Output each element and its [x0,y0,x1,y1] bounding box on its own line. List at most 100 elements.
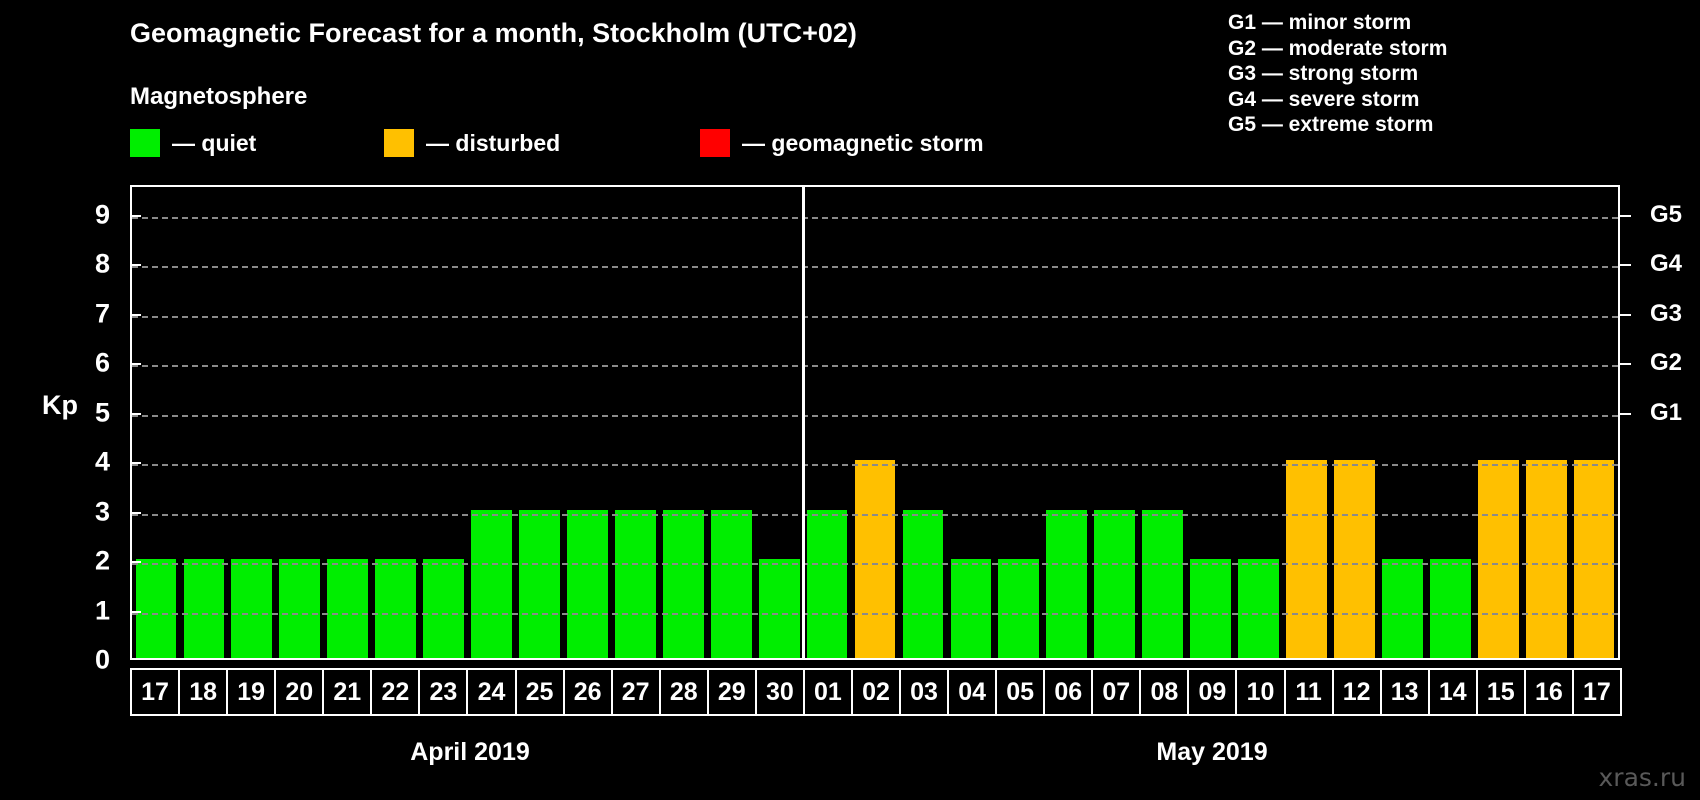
bar-may-09[interactable] [1190,559,1231,658]
date-cell-april-22[interactable]: 22 [370,668,421,716]
bar-april-29[interactable] [710,509,752,658]
date-cell-may-09[interactable]: 09 [1187,668,1238,716]
g-tick-mark-G3 [1620,313,1631,316]
date-cell-may-16[interactable]: 16 [1523,668,1574,716]
bar-may-11[interactable] [1286,460,1327,658]
bar-may-02[interactable] [854,460,896,658]
gscale-legend-line-3: G3 — strong storm [1228,62,1419,85]
date-cell-may-04[interactable]: 04 [947,668,998,716]
bar-slot[interactable] [899,187,947,658]
bar-slot[interactable] [707,187,755,658]
bar-slot[interactable] [132,187,180,658]
bar-slot[interactable] [611,187,659,658]
date-cell-may-02[interactable]: 02 [850,668,901,716]
bar-may-08[interactable] [1142,509,1184,658]
date-cell-may-17[interactable]: 17 [1571,668,1622,716]
bar-may-13[interactable] [1381,559,1423,658]
bar-april-20[interactable] [279,559,321,658]
bar-slot[interactable] [516,187,564,658]
date-cell-april-17[interactable]: 17 [130,668,181,716]
bar-slot[interactable] [276,187,324,658]
date-cell-april-18[interactable]: 18 [178,668,229,716]
date-cell-may-07[interactable]: 07 [1091,668,1142,716]
bar-may-16[interactable] [1525,460,1567,658]
bar-slot[interactable] [1235,187,1283,658]
date-cell-april-26[interactable]: 26 [562,668,613,716]
date-cell-april-20[interactable]: 20 [274,668,325,716]
bar-slot[interactable] [755,187,803,658]
bar-may-17[interactable] [1573,460,1615,658]
bar-april-19[interactable] [231,559,273,658]
date-cell-april-23[interactable]: 23 [418,668,469,716]
bar-april-23[interactable] [423,559,464,658]
y-tick-label-2: 2 [94,545,110,576]
date-cell-may-10[interactable]: 10 [1235,668,1286,716]
date-cell-april-24[interactable]: 24 [466,668,517,716]
date-cell-may-01[interactable]: 01 [802,668,853,716]
legend-heading: Magnetosphere [130,83,308,110]
bar-slot[interactable] [1570,187,1618,658]
bar-may-14[interactable] [1429,559,1471,658]
bar-slot[interactable] [372,187,420,658]
bar-april-27[interactable] [614,509,656,658]
bar-april-17[interactable] [135,559,177,658]
bar-may-06[interactable] [1046,509,1088,658]
bar-april-24[interactable] [471,509,512,658]
bar-april-30[interactable] [758,559,800,658]
date-cell-may-11[interactable]: 11 [1283,668,1334,716]
date-cell-april-30[interactable]: 30 [754,668,805,716]
bar-april-25[interactable] [519,509,560,658]
date-cell-may-08[interactable]: 08 [1139,668,1190,716]
bar-slot[interactable] [1330,187,1378,658]
bar-slot[interactable] [1043,187,1091,658]
bar-april-26[interactable] [567,509,608,658]
bar-april-18[interactable] [183,559,225,658]
date-cell-april-27[interactable]: 27 [610,668,661,716]
date-cell-may-05[interactable]: 05 [995,668,1046,716]
bar-slot[interactable] [228,187,276,658]
date-cell-april-25[interactable]: 25 [514,668,565,716]
bar-slot[interactable] [803,187,851,658]
page-title: Geomagnetic Forecast for a month, Stockh… [130,18,857,48]
bar-april-28[interactable] [662,509,704,658]
bar-slot[interactable] [468,187,516,658]
date-cell-may-13[interactable]: 13 [1379,668,1430,716]
bar-slot[interactable] [1283,187,1331,658]
bar-slot[interactable] [1139,187,1187,658]
bar-may-04[interactable] [950,559,992,658]
bar-april-22[interactable] [375,559,417,658]
date-cell-may-06[interactable]: 06 [1043,668,1094,716]
bar-slot[interactable] [1426,187,1474,658]
bar-slot[interactable] [1187,187,1235,658]
bar-may-01[interactable] [806,509,848,658]
bar-may-10[interactable] [1238,559,1279,658]
bar-slot[interactable] [420,187,468,658]
bar-slot[interactable] [995,187,1043,658]
date-cell-may-15[interactable]: 15 [1475,668,1526,716]
bar-slot[interactable] [1378,187,1426,658]
bar-slot[interactable] [180,187,228,658]
date-cell-april-29[interactable]: 29 [706,668,757,716]
date-cell-may-12[interactable]: 12 [1331,668,1382,716]
bar-slot[interactable] [659,187,707,658]
bar-may-07[interactable] [1094,509,1136,658]
bar-may-15[interactable] [1477,460,1519,658]
gridline-kp-8 [132,266,1618,269]
bar-slot[interactable] [851,187,899,658]
bar-slot[interactable] [1474,187,1522,658]
date-cell-may-03[interactable]: 03 [899,668,950,716]
bar-slot[interactable] [563,187,611,658]
bar-slot[interactable] [1522,187,1570,658]
bar-may-03[interactable] [902,509,944,658]
date-cell-may-14[interactable]: 14 [1427,668,1478,716]
bar-slot[interactable] [947,187,995,658]
date-cell-april-19[interactable]: 19 [226,668,277,716]
date-cell-april-21[interactable]: 21 [322,668,373,716]
bar-may-12[interactable] [1334,460,1375,658]
gridline-kp-1 [132,612,1618,615]
bar-may-05[interactable] [998,559,1040,658]
bar-april-21[interactable] [327,559,369,658]
bar-slot[interactable] [324,187,372,658]
bar-slot[interactable] [1091,187,1139,658]
date-cell-april-28[interactable]: 28 [658,668,709,716]
